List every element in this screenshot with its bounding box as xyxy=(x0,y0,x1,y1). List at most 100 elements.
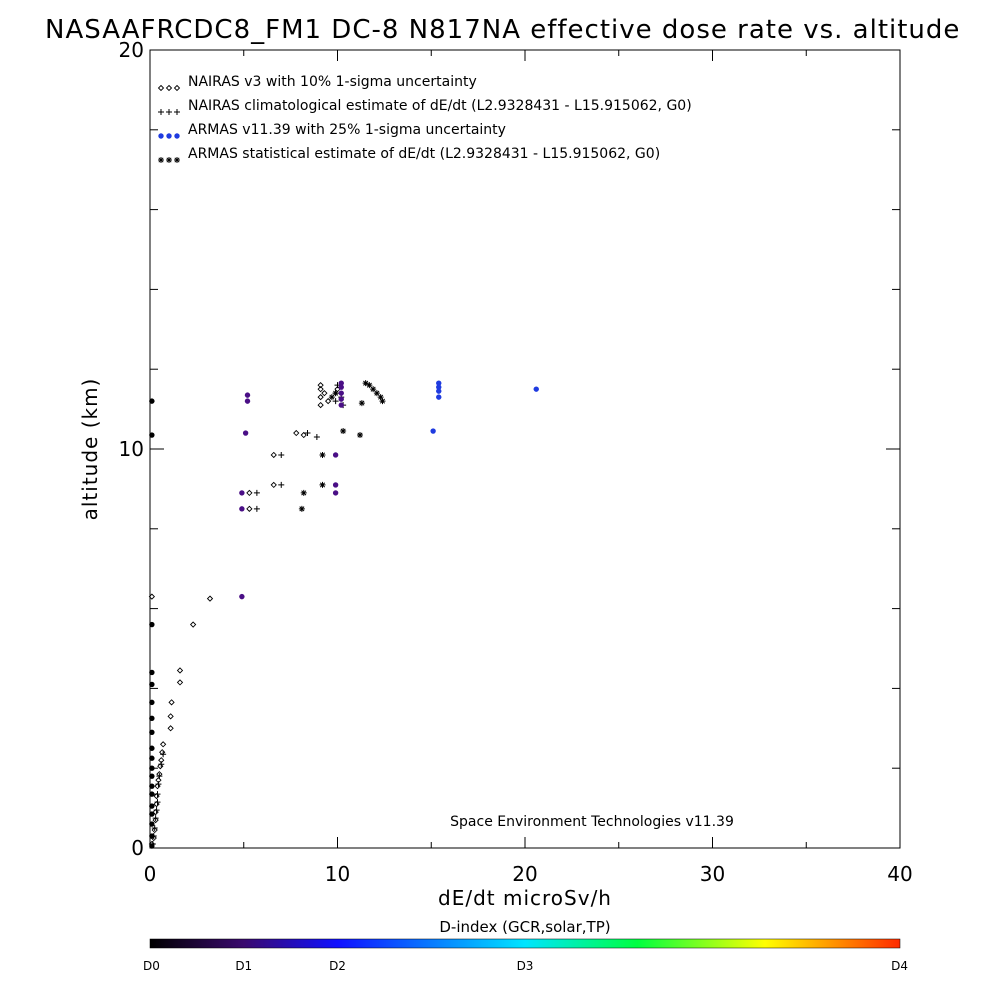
marker-asterisk xyxy=(373,390,380,397)
marker-asterisk xyxy=(319,481,326,488)
marker-dot xyxy=(149,699,155,706)
marker-dot xyxy=(436,380,442,386)
marker-asterisk xyxy=(366,382,373,389)
marker-dot xyxy=(149,783,155,789)
marker-diamond xyxy=(206,595,214,602)
marker-plus xyxy=(174,109,180,115)
marker-asterisk xyxy=(377,394,384,401)
colorbar-tick-label: D4 xyxy=(891,959,908,973)
marker-plus xyxy=(332,398,339,405)
marker-asterisk xyxy=(166,157,172,163)
marker-dot xyxy=(332,490,339,496)
marker-dot xyxy=(244,392,251,398)
marker-asterisk xyxy=(174,157,180,163)
y-axis-label: altitude (km) xyxy=(78,378,102,521)
legend-entry: ARMAS statistical estimate of dE/dt (L2.… xyxy=(188,146,660,162)
x-tick-label: 10 xyxy=(325,862,350,886)
marker-diamond xyxy=(153,800,160,808)
marker-dot xyxy=(242,430,249,436)
marker-plus xyxy=(158,109,164,115)
legend-entry: ARMAS v11.39 with 25% 1-sigma uncertaint… xyxy=(188,122,506,138)
marker-diamond xyxy=(152,808,159,816)
marker-dot xyxy=(149,791,155,797)
marker-dot xyxy=(149,811,155,817)
marker-diamond xyxy=(154,783,161,790)
marker-dot xyxy=(149,729,155,735)
marker-dot xyxy=(332,482,339,488)
colorbar-tick-labels: D0 D1 D2 D3 D4 xyxy=(143,959,908,973)
marker-diamond xyxy=(152,816,159,824)
marker-asterisk xyxy=(358,400,365,407)
marker-asterisk xyxy=(158,157,164,163)
marker-diamond xyxy=(151,826,158,834)
marker-asterisk xyxy=(300,489,307,496)
colorbar-title: D-index (GCR,solar,TP) xyxy=(439,918,610,936)
x-tick-label: 40 xyxy=(887,862,912,886)
marker-diamond xyxy=(159,741,167,748)
marker-dot xyxy=(149,755,155,761)
marker-asterisk xyxy=(319,451,326,458)
marker-dot xyxy=(239,593,245,600)
marker-plus xyxy=(153,807,160,814)
marker-diamond xyxy=(157,84,165,92)
marker-diamond xyxy=(173,84,181,92)
annotation: Space Environment Technologies v11.39 xyxy=(450,814,734,830)
marker-diamond xyxy=(293,429,300,437)
marker-dot xyxy=(149,773,155,779)
marker-dot xyxy=(244,398,251,404)
y-tick-label: 10 xyxy=(119,437,144,461)
marker-diamond xyxy=(165,84,173,92)
marker-plus xyxy=(160,751,167,758)
marker-dot xyxy=(338,402,344,408)
marker-dot xyxy=(338,390,344,396)
marker-dot xyxy=(149,833,155,839)
marker-diamond xyxy=(148,593,156,600)
marker-dot xyxy=(338,380,344,386)
marker-diamond xyxy=(159,749,166,756)
x-tick-label: 30 xyxy=(700,862,725,886)
x-tick-label: 0 xyxy=(144,862,157,886)
data-points xyxy=(148,380,539,849)
marker-plus xyxy=(154,799,161,806)
marker-plus xyxy=(278,451,285,458)
marker-dot xyxy=(332,452,339,458)
axis-ticks xyxy=(149,49,901,849)
marker-diamond xyxy=(167,713,174,720)
marker-diamond xyxy=(270,451,277,459)
y-tick-label: 0 xyxy=(131,836,144,860)
marker-diamond xyxy=(246,489,253,497)
marker-asterisk xyxy=(357,432,363,439)
marker-asterisk xyxy=(379,398,386,405)
marker-diamond xyxy=(189,621,197,628)
marker-diamond xyxy=(176,679,184,686)
marker-dot xyxy=(239,490,245,496)
marker-dot xyxy=(149,681,155,688)
marker-asterisk xyxy=(298,505,305,512)
marker-plus xyxy=(166,109,172,115)
marker-diamond xyxy=(157,763,164,770)
marker-dot xyxy=(149,821,155,827)
marker-diamond xyxy=(321,390,328,397)
marker-dot xyxy=(174,133,180,139)
marker-plus xyxy=(156,773,163,780)
x-tick-label: 20 xyxy=(512,862,537,886)
marker-diamond xyxy=(317,382,324,389)
marker-dot xyxy=(166,133,172,139)
legend-entry: NAIRAS v3 with 10% 1-sigma uncertainty xyxy=(188,74,477,90)
colorbar xyxy=(149,938,901,949)
marker-dot xyxy=(149,765,155,771)
marker-dot xyxy=(338,396,344,402)
marker-dot xyxy=(158,133,164,139)
marker-dot xyxy=(436,384,442,390)
marker-plus xyxy=(151,825,158,832)
marker-dot xyxy=(430,428,436,434)
marker-diamond xyxy=(153,792,160,800)
colorbar-tick-label: D2 xyxy=(329,959,346,973)
marker-diamond xyxy=(167,725,174,732)
marker-plus xyxy=(304,430,311,437)
y-tick-labels: 0 10 20 xyxy=(119,38,144,860)
marker-diamond xyxy=(176,667,184,674)
marker-dot xyxy=(436,394,442,400)
marker-dot xyxy=(436,388,442,394)
